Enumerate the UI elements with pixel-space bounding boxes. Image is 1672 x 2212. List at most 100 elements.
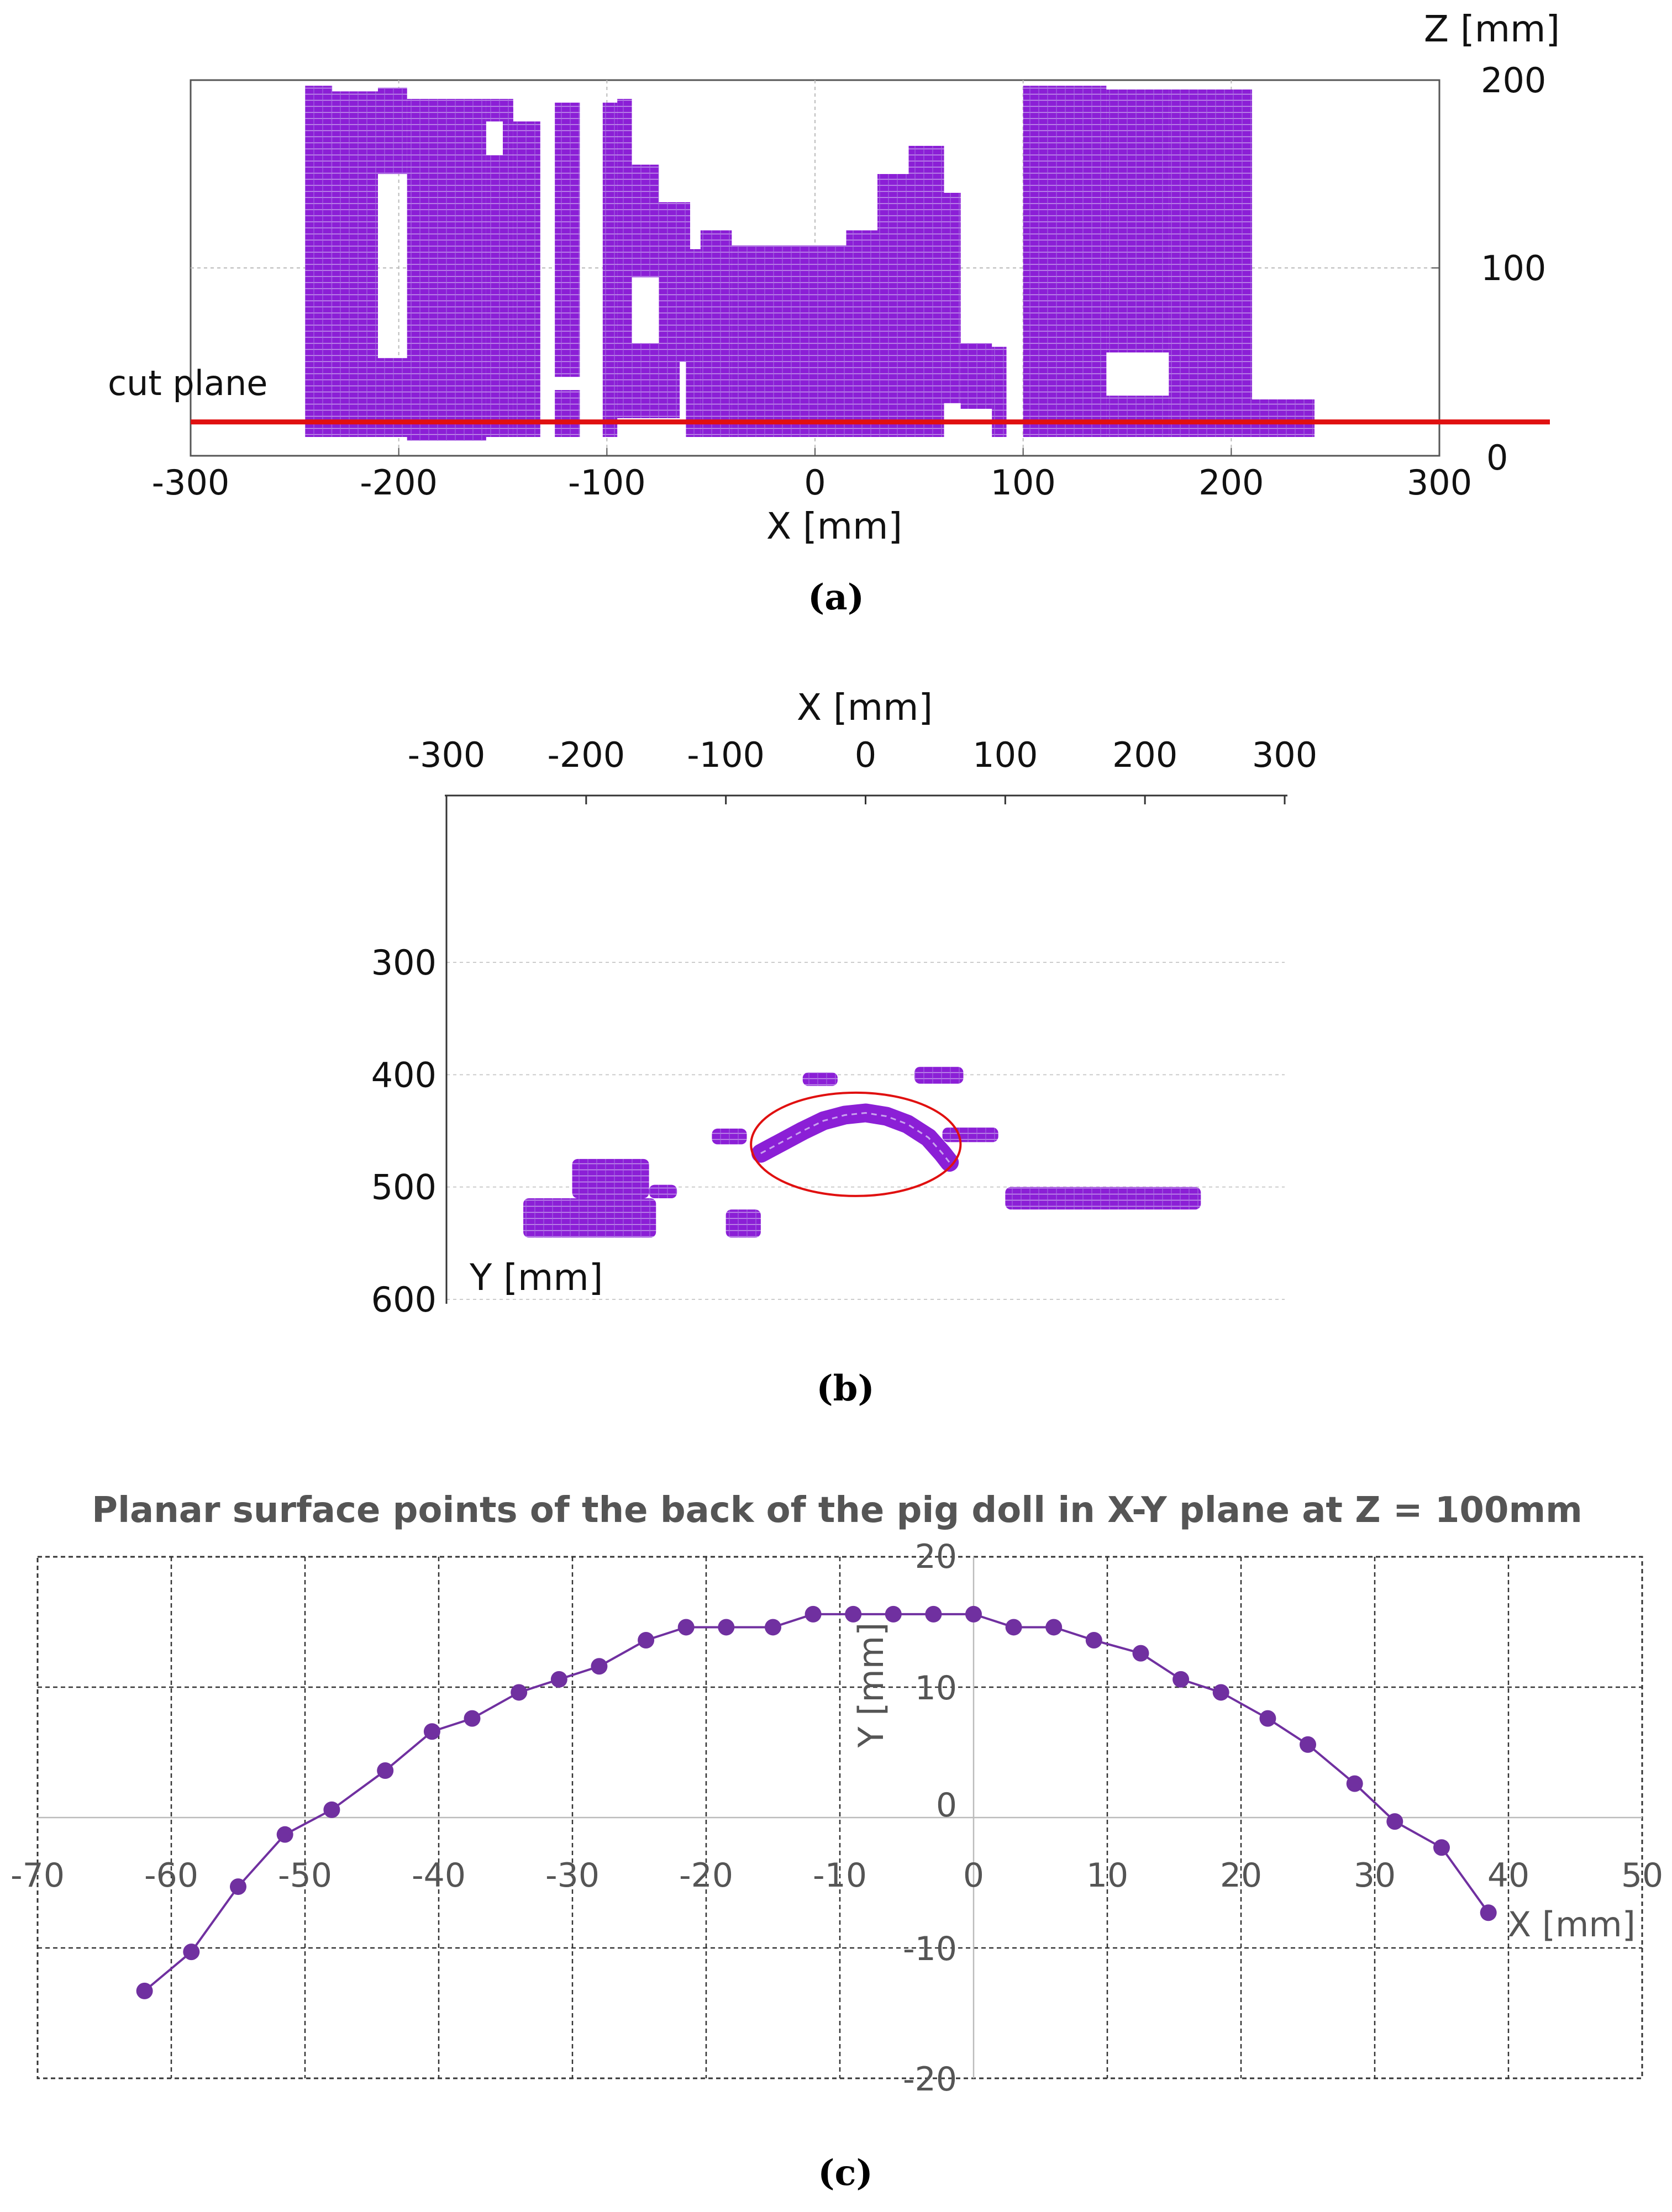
x-tick-label: -100 [568, 462, 646, 503]
panel-a: cut plane -300 -200 -100 0 100 200 300 0 100 200… [108, 8, 1560, 618]
data-point [718, 1619, 735, 1636]
data-point [377, 1762, 394, 1779]
panel-a-x-axis-label: X [mm] [766, 505, 902, 547]
panel-c-label: (c) [818, 2152, 873, 2194]
panel-b-gridlines [446, 962, 1285, 1300]
point-region [602, 102, 618, 438]
point-region [686, 249, 701, 437]
point-region [1169, 89, 1252, 437]
series-line [144, 1613, 1490, 1992]
z-tick-label: 200 [1481, 60, 1546, 101]
point-region [1106, 396, 1169, 437]
data-point [1386, 1813, 1403, 1830]
data-point [591, 1658, 608, 1675]
x-tick-label: 300 [1407, 462, 1472, 503]
point-region [732, 245, 846, 437]
highlight-ellipse [750, 1091, 962, 1197]
y-tick-label: -10 [903, 1930, 957, 1968]
data-point [1005, 1619, 1022, 1636]
point-region [632, 165, 659, 277]
point-region [1023, 86, 1107, 437]
x-tick-label: -20 [679, 1856, 733, 1895]
x-tick-label: -50 [278, 1856, 332, 1895]
point-region [846, 230, 877, 437]
x-tick-label: -100 [687, 735, 765, 775]
point-region [617, 362, 680, 418]
x-tick-label: 200 [1112, 735, 1177, 775]
data-point [1259, 1710, 1276, 1727]
data-point [925, 1605, 942, 1623]
data-point [183, 1944, 200, 1961]
point-cluster [649, 1184, 677, 1198]
panel-a-label: (a) [808, 577, 864, 618]
point-region [700, 230, 732, 437]
y-tick-label: 300 [371, 942, 437, 983]
data-point [1480, 1904, 1497, 1921]
y-tick-label: 600 [371, 1279, 437, 1320]
data-point [464, 1710, 481, 1727]
x-tick-label: 100 [972, 735, 1038, 775]
arc-points-texture [760, 1112, 950, 1163]
panel-c-x-axis-label: X [mm] [1508, 1904, 1636, 1945]
point-region [513, 121, 540, 438]
point-cluster [572, 1158, 649, 1198]
point-region [944, 193, 961, 403]
data-point [805, 1605, 822, 1623]
panel-b-label: (b) [816, 1368, 874, 1409]
x-tick-label: -60 [144, 1856, 198, 1895]
x-tick-label: 0 [804, 462, 826, 503]
point-region [332, 91, 378, 437]
x-tick-label: -300 [408, 735, 486, 775]
panel-c-y-ticks: -20 -10 0 10 20 [903, 1537, 957, 2099]
z-tick-label: 0 [1486, 438, 1508, 478]
panel-c: Planar surface points of the back of the… [10, 1490, 1663, 2194]
y-tick-label: 0 [936, 1786, 957, 1825]
data-point [323, 1801, 340, 1818]
x-tick-label: 200 [1198, 462, 1264, 503]
y-tick-label: 10 [915, 1669, 957, 1708]
data-point [1045, 1619, 1063, 1636]
point-region [555, 102, 580, 377]
data-point [276, 1826, 293, 1843]
y-tick-label: 400 [371, 1055, 437, 1095]
x-tick-label: -200 [547, 735, 625, 775]
point-region [908, 146, 944, 437]
x-tick-label: 40 [1487, 1856, 1529, 1895]
x-tick-label: -70 [10, 1856, 65, 1895]
point-cluster [914, 1067, 964, 1084]
x-tick-label: 0 [963, 1856, 984, 1895]
point-region [486, 155, 503, 437]
y-tick-label: 20 [915, 1537, 957, 1576]
data-point [230, 1878, 246, 1895]
x-tick-label: -10 [813, 1856, 867, 1895]
x-tick-label: 20 [1220, 1856, 1262, 1895]
y-tick-label: 500 [371, 1167, 437, 1208]
point-region [305, 86, 333, 437]
data-point [1346, 1775, 1363, 1792]
x-tick-label: 50 [1621, 1856, 1663, 1895]
panel-c-x-ticks: -70 -60 -50 -40 -30 -20 -10 0 10 20 30 40 50 [10, 1856, 1663, 1895]
x-tick-label: -300 [152, 462, 230, 503]
panel-b-y-ticks: 300 400 500 600 [371, 942, 437, 1320]
panel-b: -300 -200 -100 0 100 200 300 300 400 500 600 X [m… [371, 686, 1318, 1409]
x-tick-label: 300 [1252, 735, 1317, 775]
data-point [1085, 1632, 1102, 1649]
z-tick-label: 100 [1481, 248, 1546, 288]
panel-c-zero-axes [38, 1557, 1642, 2078]
x-tick-label: 30 [1354, 1856, 1396, 1895]
point-cluster [712, 1128, 747, 1145]
panel-a-z-ticks: 0 100 200 [1432, 60, 1546, 478]
point-cluster [802, 1072, 838, 1086]
data-point [638, 1632, 655, 1649]
point-region [611, 343, 690, 362]
data-point [1132, 1645, 1149, 1662]
point-region [1106, 89, 1169, 352]
point-cluster [1005, 1187, 1201, 1210]
data-point [885, 1605, 902, 1623]
panel-c-y-axis-label: Y [mm] [851, 1623, 891, 1748]
panel-c-title: Planar surface points of the back of the… [92, 1490, 1582, 1531]
data-point [965, 1605, 982, 1623]
panel-a-x-ticks: -300 -200 -100 0 100 200 300 [152, 448, 1472, 503]
data-point [550, 1671, 567, 1688]
